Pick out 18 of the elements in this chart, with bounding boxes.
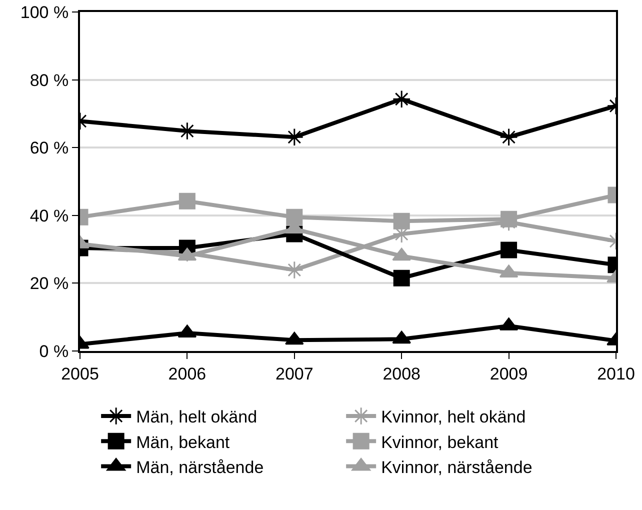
x-tick-label: 2006 xyxy=(168,364,206,384)
x-tick-label: 2008 xyxy=(382,364,421,384)
x-tick-label: 2009 xyxy=(490,364,528,384)
legend-label: Kvinnor, bekant xyxy=(381,432,499,452)
x-tick-label: 2007 xyxy=(275,364,314,384)
legend-label: Kvinnor, närstående xyxy=(381,458,532,477)
legend-label: Män, helt okänd xyxy=(136,408,258,427)
y-tick-label: 0 % xyxy=(39,342,69,361)
legend-label: Män, närstående xyxy=(136,458,264,477)
y-tick-label: 80 % xyxy=(30,70,69,90)
legend-label: Kvinnor, helt okänd xyxy=(381,408,526,427)
y-tick-label: 40 % xyxy=(30,206,69,226)
x-tick-label: 2010 xyxy=(597,364,635,384)
y-tick-label: 60 % xyxy=(30,138,69,158)
y-tick-label: 20 % xyxy=(30,274,69,294)
legend-label: Män, bekant xyxy=(136,432,230,452)
x-tick-label: 2005 xyxy=(61,364,99,384)
y-tick-label: 100 % xyxy=(20,2,69,22)
